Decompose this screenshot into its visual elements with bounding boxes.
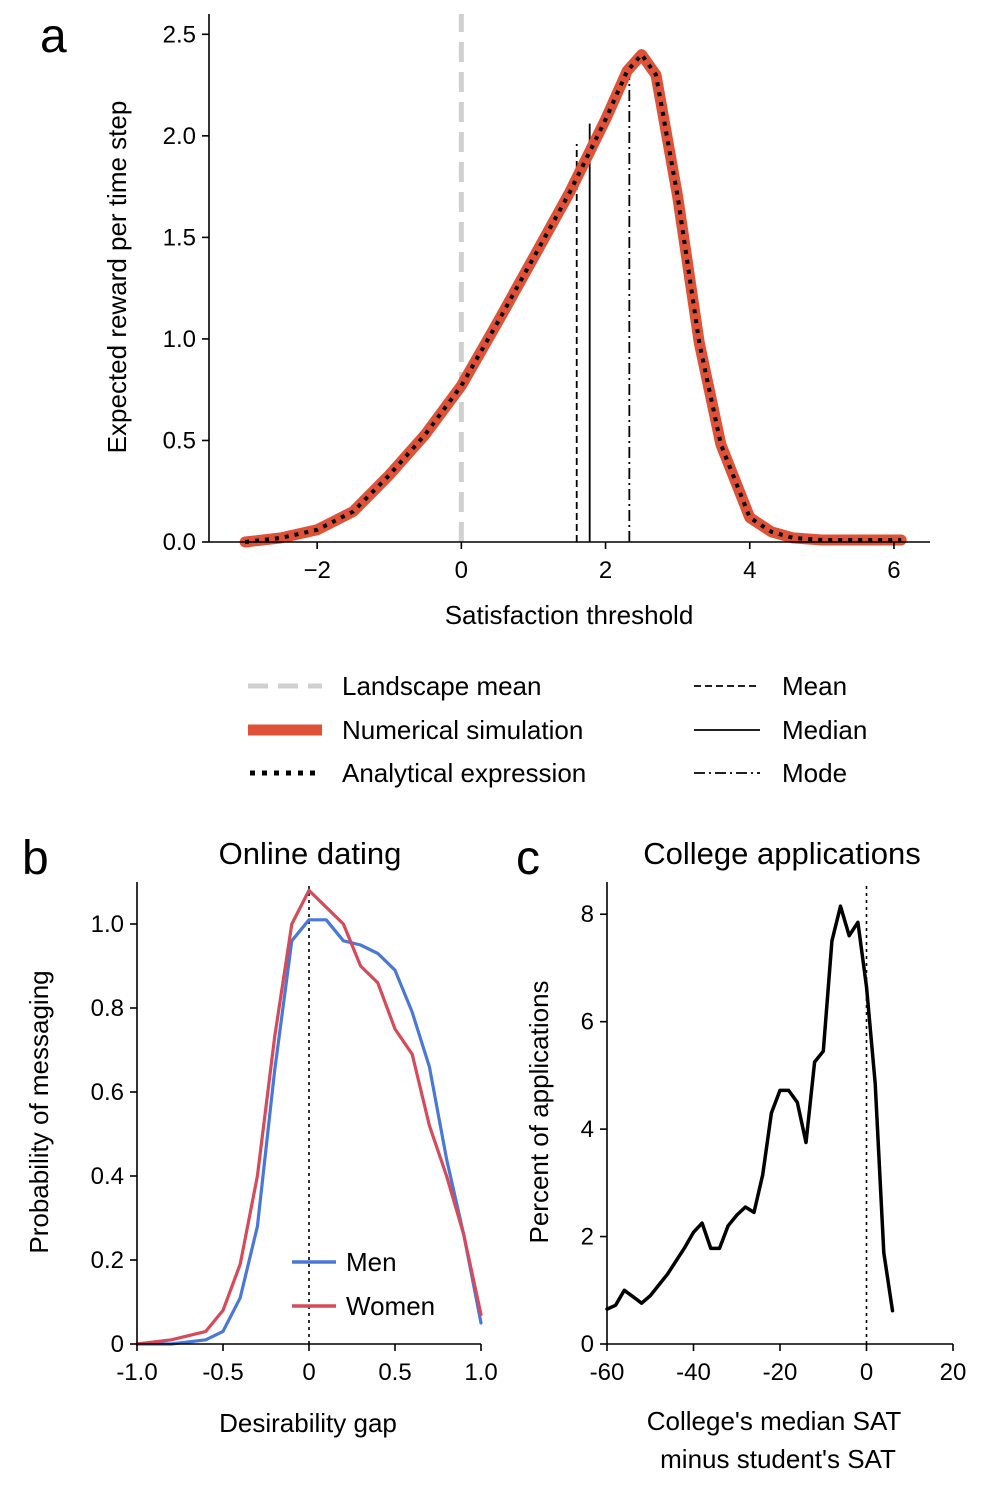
panel-a-legend: Landscape mean Numerical simulation Anal… (248, 671, 867, 788)
c-y-tick-label: 0 (581, 1331, 594, 1358)
c-x-tick-label: -20 (763, 1359, 798, 1386)
panel-a-ticks: −2 0 2 4 6 0.0 0.5 1.0 1.5 2.0 2.5 (163, 21, 901, 584)
panel-a-y-label: Expected reward per time step (102, 101, 132, 454)
legend-label-women: Women (346, 1291, 435, 1321)
b-series-women (135, 888, 483, 1346)
a-y-tick-label: 2.5 (163, 21, 196, 48)
a-y-tick-label: 1.5 (163, 224, 196, 251)
legend-label-men: Men (346, 1247, 397, 1277)
c-y-tick-label: 8 (581, 901, 594, 928)
c-y-tick-label: 2 (581, 1224, 594, 1251)
c-y-tick-label: 4 (581, 1116, 594, 1143)
b-y-tick-label: 0.2 (91, 1247, 124, 1274)
b-y-tick-label: 0 (111, 1331, 124, 1358)
panel-b-ticks: -1.0 -0.5 0 0.5 1.0 0 0.2 0.4 0.6 0.8 1.0 (91, 911, 498, 1386)
panel-c-x-label-line-1: College's median SAT (647, 1406, 902, 1436)
legend-label-median: Median (782, 715, 867, 745)
b-y-tick-label: 0.6 (91, 1079, 124, 1106)
panel-c-y-label: Percent of applications (524, 980, 554, 1243)
c-x-tick-label: 0 (860, 1359, 873, 1386)
panel-b-letter: b (22, 832, 49, 885)
panel-a-series (239, 49, 907, 548)
a-series-analytical-expression (244, 52, 902, 544)
b-x-tick-label: 1.0 (464, 1359, 497, 1386)
panel-b-title: Online dating (219, 836, 402, 871)
a-x-tick-label: 4 (743, 557, 756, 584)
a-x-tick-label: 6 (887, 557, 900, 584)
panel-c-ticks: -60 -40 -20 0 20 0 2 4 6 8 (581, 901, 967, 1386)
b-y-tick-label: 1.0 (91, 911, 124, 938)
b-x-tick-label: 0.5 (378, 1359, 411, 1386)
a-y-tick-label: 2.0 (163, 123, 196, 150)
panel-a-letter: a (40, 10, 67, 63)
b-y-tick-label: 0.8 (91, 995, 124, 1022)
legend-label-mean: Mean (782, 671, 847, 701)
panel-b-x-label: Desirability gap (219, 1408, 397, 1438)
panel-a-x-label: Satisfaction threshold (445, 600, 694, 630)
a-x-tick-label: −2 (303, 557, 330, 584)
panel-b-y-label: Probability of messaging (24, 970, 54, 1253)
panel-b-chart: b Online dating -1.0 -0.5 0 0.5 1.0 0 0.2 0.4 0.… (22, 832, 498, 1438)
legend-label-landscape-mean: Landscape mean (342, 671, 541, 701)
panel-b-legend: Men Women (292, 1247, 435, 1321)
a-y-tick-label: 0.5 (163, 427, 196, 454)
b-x-tick-label: -1.0 (116, 1359, 157, 1386)
panel-a-chart: a −2 0 2 4 6 0.0 0.5 1.0 1.5 2.0 2.5 Satisfaction … (40, 10, 930, 630)
panel-a-reference-lines (458, 14, 631, 542)
a-y-tick-label: 1.0 (163, 326, 196, 353)
c-y-tick-label: 6 (581, 1009, 594, 1036)
legend-label-analytical-expression: Analytical expression (342, 758, 586, 788)
c-x-tick-label: -40 (676, 1359, 711, 1386)
a-x-tick-label: 2 (599, 557, 612, 584)
b-series-men (135, 918, 483, 1346)
panel-b-series (135, 888, 483, 1346)
a-y-tick-label: 0.0 (163, 529, 196, 556)
b-y-tick-label: 0.4 (91, 1163, 124, 1190)
b-x-tick-label: -0.5 (202, 1359, 243, 1386)
c-series-line (605, 904, 895, 1313)
legend-label-mode: Mode (782, 758, 847, 788)
b-x-tick-label: 0 (302, 1359, 315, 1386)
panel-c-series (605, 904, 895, 1313)
panel-c-chart: c College applications -60 -40 -20 0 20 0 2 4 6 8… (516, 832, 966, 1474)
c-x-tick-label: 20 (940, 1359, 967, 1386)
legend-label-numerical-simulation: Numerical simulation (342, 715, 583, 745)
c-x-tick-label: -60 (590, 1359, 625, 1386)
a-x-tick-label: 0 (455, 557, 468, 584)
panel-c-letter: c (516, 832, 540, 885)
panel-c-title: College applications (643, 836, 920, 871)
a-series-numerical-simulation (239, 49, 907, 548)
panel-c-x-label-line-2: minus student's SAT (660, 1444, 896, 1474)
